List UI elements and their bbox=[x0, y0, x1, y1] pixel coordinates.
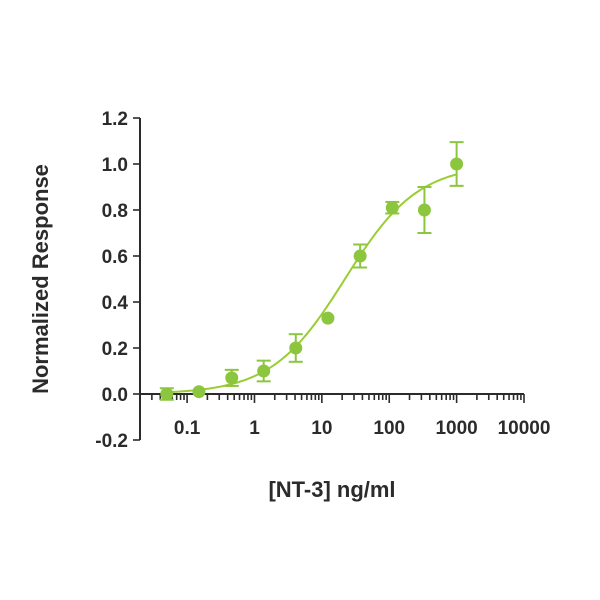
point-marker bbox=[257, 364, 271, 378]
data-point bbox=[385, 200, 400, 215]
data-point bbox=[417, 186, 432, 234]
data-point bbox=[224, 368, 239, 387]
y-axis-title: Normalized Response bbox=[28, 164, 53, 394]
point-marker bbox=[289, 341, 303, 355]
data-point bbox=[449, 141, 464, 187]
data-point bbox=[321, 311, 335, 325]
point-marker bbox=[225, 371, 239, 385]
y-tick-label: -0.2 bbox=[95, 431, 128, 452]
y-axis: -0.2 0.0 0.2 0.4 0.6 0.8 1.0 1.2 bbox=[95, 109, 141, 452]
point-marker bbox=[417, 203, 431, 217]
point-marker bbox=[321, 311, 335, 325]
point-marker bbox=[385, 201, 399, 215]
x-tick-label: 100 bbox=[373, 418, 405, 439]
y-tick-label: 1.2 bbox=[102, 109, 128, 130]
point-marker bbox=[450, 157, 464, 171]
y-tick-label: 1.0 bbox=[102, 155, 128, 176]
data-point bbox=[192, 385, 206, 399]
x-tick-label: 1000 bbox=[435, 418, 477, 439]
data-point bbox=[353, 243, 368, 269]
point-marker bbox=[353, 249, 367, 263]
data-point bbox=[256, 359, 271, 383]
point-marker bbox=[160, 387, 174, 401]
x-axis-title: [NT-3] ng/ml bbox=[268, 477, 395, 502]
y-axis-ticks: -0.2 0.0 0.2 0.4 0.6 0.8 1.0 1.2 bbox=[95, 109, 140, 452]
data-point bbox=[159, 387, 174, 401]
data-points bbox=[159, 141, 464, 401]
point-marker bbox=[192, 385, 206, 399]
y-tick-label: 0.2 bbox=[102, 339, 128, 360]
y-tick-label: 0.0 bbox=[102, 385, 128, 406]
y-tick-label: 0.4 bbox=[102, 293, 129, 314]
y-tick-label: 0.8 bbox=[102, 201, 128, 222]
x-tick-label: 0.1 bbox=[174, 418, 201, 439]
x-tick-label: 10 bbox=[311, 418, 332, 439]
data-point bbox=[288, 333, 303, 363]
x-tick-label: 10000 bbox=[498, 418, 551, 439]
fit-curve bbox=[166, 173, 457, 394]
x-axis: 0.1 1 10 100 1000 10000 bbox=[139, 393, 551, 439]
y-tick-label: 0.6 bbox=[102, 247, 128, 268]
x-axis-ticks: 0.1 1 10 100 1000 10000 bbox=[139, 394, 551, 439]
x-tick-label: 1 bbox=[249, 418, 260, 439]
